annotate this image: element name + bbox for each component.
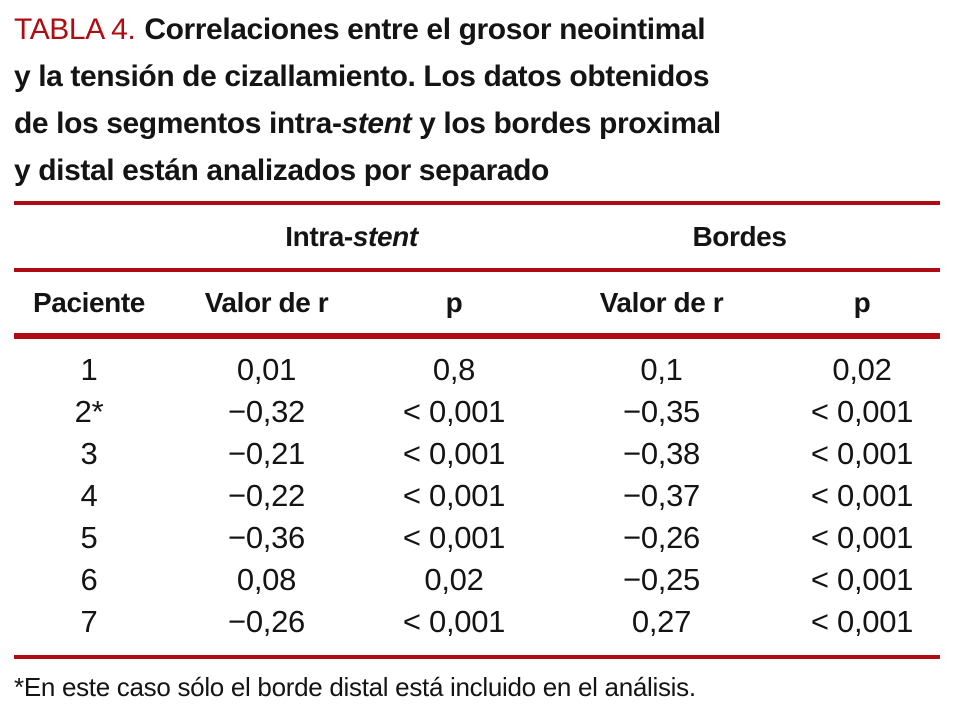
title-segment: Correlaciones entre el grosor neointimal xyxy=(144,13,706,46)
table-row-patient-5: 5 −0,36 < 0,001 −0,26 < 0,001 xyxy=(14,517,940,559)
cell-intra-p: < 0,001 xyxy=(402,478,506,513)
cell-intra-valor-r: 0,08 xyxy=(236,562,297,597)
title-segment-italic-stent: stent xyxy=(341,107,412,140)
table-number-label: TABLA 4. xyxy=(14,13,136,46)
cell-bordes-valor-r: −0,37 xyxy=(623,478,700,513)
title-segment: de los segmentos intra- xyxy=(14,107,342,140)
title-line-1: TABLA 4. Correlaciones entre el grosor ne… xyxy=(14,6,940,53)
cell-bordes-valor-r: −0,38 xyxy=(623,436,700,471)
table-title: TABLA 4. Correlaciones entre el grosor ne… xyxy=(14,6,940,194)
cell-intra-valor-r: −0,21 xyxy=(228,436,305,471)
cell-bordes-p: < 0,001 xyxy=(810,436,914,471)
table-row-patient-4: 4 −0,22 < 0,001 −0,37 < 0,001 xyxy=(14,475,940,517)
cell-bordes-p: < 0,001 xyxy=(810,394,914,429)
cell-paciente: 7 xyxy=(80,604,98,639)
col-header-bordes-p: p xyxy=(853,286,871,318)
cell-paciente: 5 xyxy=(80,520,98,555)
rule-under-column-headers xyxy=(14,333,940,339)
col-header-intra-valor-r: Valor de r xyxy=(204,286,329,318)
cell-paciente: 2* xyxy=(74,394,104,429)
table-row-patient-2: 2* −0,32 < 0,001 −0,35 < 0,001 xyxy=(14,391,940,433)
cell-intra-valor-r: −0,22 xyxy=(228,478,305,513)
cell-intra-valor-r: −0,26 xyxy=(228,604,305,639)
title-segment: y distal están analizados por separado xyxy=(14,154,549,187)
cell-intra-p: < 0,001 xyxy=(402,604,506,639)
cell-intra-p: 0,02 xyxy=(424,562,484,597)
cell-bordes-valor-r: 0,1 xyxy=(640,352,683,387)
cell-bordes-valor-r: −0,26 xyxy=(623,520,700,555)
cell-bordes-p: < 0,001 xyxy=(810,562,914,597)
rule-top xyxy=(14,201,940,205)
group-header-row: Intra-stent Bordes xyxy=(14,205,940,268)
cell-bordes-p: 0,02 xyxy=(832,352,892,387)
col-header-bordes-valor-r: Valor de r xyxy=(599,286,724,318)
cell-paciente: 6 xyxy=(80,562,98,597)
table-row-patient-3: 3 −0,21 < 0,001 −0,38 < 0,001 xyxy=(14,433,940,475)
cell-bordes-valor-r: −0,35 xyxy=(623,394,700,429)
cell-intra-p: < 0,001 xyxy=(402,394,506,429)
cell-bordes-p: < 0,001 xyxy=(810,520,914,555)
rule-under-group-headers xyxy=(14,268,940,272)
cell-bordes-valor-r: 0,27 xyxy=(631,604,692,639)
table-row-patient-7: 7 −0,26 < 0,001 0,27 < 0,001 xyxy=(14,601,940,643)
title-segment: y la tensión de cizallamiento. Los datos… xyxy=(14,60,710,93)
title-segment: y los bordes proximal xyxy=(411,107,721,140)
rule-bottom xyxy=(14,655,940,659)
cell-paciente: 1 xyxy=(80,352,98,387)
group-header-intra-italic: stent xyxy=(352,220,418,252)
cell-bordes-p: < 0,001 xyxy=(810,604,914,639)
column-header-row: Paciente Valor de r p Valor de r p xyxy=(14,272,940,333)
col-header-paciente: Paciente xyxy=(33,286,145,318)
cell-bordes-p: < 0,001 xyxy=(810,478,914,513)
group-header-intra-stent: Intra-stent xyxy=(164,221,539,253)
table-footnote: *En este caso sólo el borde distal está … xyxy=(14,672,696,702)
cell-intra-p: 0,8 xyxy=(432,352,476,387)
title-line-4: y distal están analizados por separado xyxy=(14,147,940,194)
group-header-bordes: Bordes xyxy=(692,220,787,252)
table-row-patient-1: 1 0,01 0,8 0,1 0,02 xyxy=(14,349,940,391)
col-header-intra-p: p xyxy=(445,286,463,318)
title-line-3: de los segmentos intra-stent y los borde… xyxy=(14,100,940,147)
title-line-2: y la tensión de cizallamiento. Los datos… xyxy=(14,53,940,100)
group-header-intra-prefix: Intra- xyxy=(285,220,353,252)
table-body: 1 0,01 0,8 0,1 0,02 2* −0,32 < 0,001 −0,… xyxy=(14,339,940,655)
cell-intra-valor-r: −0,32 xyxy=(228,394,305,429)
cell-intra-valor-r: −0,36 xyxy=(228,520,305,555)
cell-paciente: 4 xyxy=(80,478,98,513)
cell-intra-valor-r: 0,01 xyxy=(236,352,297,387)
cell-intra-p: < 0,001 xyxy=(402,520,506,555)
cell-intra-p: < 0,001 xyxy=(402,436,506,471)
cell-bordes-valor-r: −0,25 xyxy=(623,562,700,597)
cell-paciente: 3 xyxy=(80,436,98,471)
table-row-patient-6: 6 0,08 0,02 −0,25 < 0,001 xyxy=(14,559,940,601)
